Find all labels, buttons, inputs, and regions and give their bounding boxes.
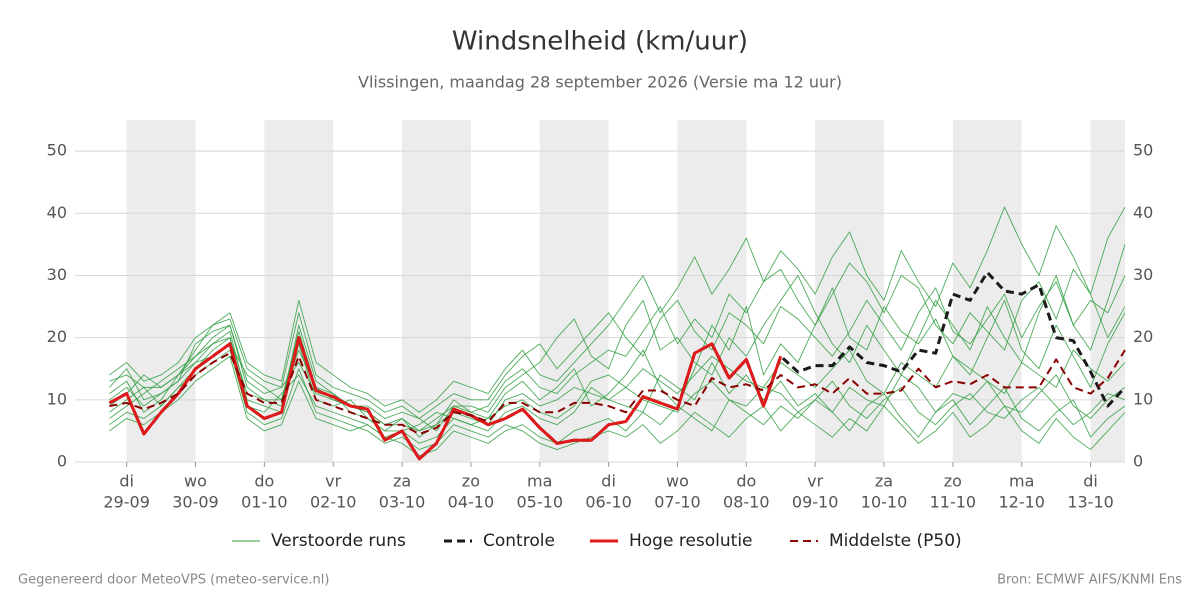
ensemble-line bbox=[109, 355, 1126, 457]
y2-tick-label: 20 bbox=[1133, 327, 1153, 346]
x-tick-label: ma bbox=[1009, 472, 1034, 491]
ensemble-line bbox=[109, 287, 1126, 432]
x-tick-sublabel: 04-10 bbox=[448, 493, 495, 512]
y-tick-label: 30 bbox=[47, 265, 67, 284]
y-tick-label: 10 bbox=[47, 389, 67, 408]
x-tick-label: vr bbox=[807, 472, 823, 491]
legend-label: Hoge resolutie bbox=[629, 531, 753, 551]
x-tick-sublabel: 01-10 bbox=[241, 493, 288, 512]
day-band bbox=[815, 120, 885, 462]
x-tick-sublabel: 07-10 bbox=[654, 493, 701, 512]
x-tick-label: zo bbox=[944, 472, 962, 491]
footer-right: Bron: ECMWF AIFS/KNMI Ens bbox=[997, 573, 1182, 588]
chart-title: Windsnelheid (km/uur) bbox=[452, 27, 748, 57]
x-tick-sublabel: 09-10 bbox=[792, 493, 839, 512]
ensemble-line bbox=[109, 244, 1126, 432]
x-tick-sublabel: 05-10 bbox=[517, 493, 564, 512]
x-tick-label: za bbox=[875, 472, 893, 491]
day-band bbox=[677, 120, 747, 462]
x-tick-sublabel: 02-10 bbox=[310, 493, 357, 512]
chart-subtitle: Vlissingen, maandag 28 september 2026 (V… bbox=[358, 73, 842, 92]
series-line bbox=[108, 336, 783, 461]
y-tick-label: 50 bbox=[47, 141, 67, 160]
ensemble-line bbox=[109, 275, 1126, 419]
x-tick-sublabel: 30-09 bbox=[172, 493, 219, 512]
x-tick-label: ma bbox=[527, 472, 552, 491]
legend-label: Verstoorde runs bbox=[271, 531, 406, 551]
y2-tick-label: 50 bbox=[1133, 141, 1153, 160]
y2-tick-label: 40 bbox=[1133, 203, 1153, 222]
legend-label: Controle bbox=[483, 531, 555, 551]
day-band bbox=[1090, 120, 1125, 462]
x-tick-sublabel: 12-10 bbox=[998, 493, 1045, 512]
x-tick-label: do bbox=[254, 472, 274, 491]
day-band bbox=[402, 120, 471, 462]
x-tick-label: vr bbox=[325, 472, 341, 491]
y-tick-label: 20 bbox=[47, 327, 67, 346]
y2-tick-label: 10 bbox=[1133, 389, 1153, 408]
x-tick-sublabel: 13-10 bbox=[1067, 493, 1114, 512]
x-tick-sublabel: 11-10 bbox=[930, 493, 977, 512]
day-band bbox=[126, 120, 196, 462]
ensemble-line bbox=[109, 337, 1126, 438]
x-tick-label: wo bbox=[184, 472, 207, 491]
y-tick-label: 0 bbox=[57, 452, 67, 471]
x-tick-label: wo bbox=[666, 472, 689, 491]
y2-tick-label: 0 bbox=[1133, 452, 1143, 471]
day-band bbox=[539, 120, 609, 462]
x-tick-sublabel: 29-09 bbox=[103, 493, 150, 512]
x-tick-sublabel: 03-10 bbox=[379, 493, 426, 512]
x-tick-sublabel: 10-10 bbox=[861, 493, 908, 512]
ensemble-line bbox=[109, 262, 1126, 432]
ensemble-line bbox=[109, 330, 1126, 438]
legend-label: Middelste (P50) bbox=[829, 531, 962, 551]
x-tick-label: zo bbox=[462, 472, 480, 491]
x-tick-sublabel: 08-10 bbox=[723, 493, 770, 512]
x-tick-label: di bbox=[119, 472, 134, 491]
ensemble-line bbox=[109, 349, 1126, 451]
y2-tick-label: 30 bbox=[1133, 265, 1153, 284]
day-band bbox=[264, 120, 334, 462]
x-tick-label: za bbox=[393, 472, 411, 491]
x-tick-label: do bbox=[736, 472, 756, 491]
x-tick-label: di bbox=[601, 472, 616, 491]
x-tick-sublabel: 06-10 bbox=[585, 493, 632, 512]
x-tick-label: di bbox=[1083, 472, 1098, 491]
y-tick-label: 40 bbox=[47, 203, 67, 222]
footer-left: Gegenereerd door MeteoVPS (meteo-service… bbox=[18, 573, 329, 588]
ensemble-line bbox=[109, 206, 1126, 413]
